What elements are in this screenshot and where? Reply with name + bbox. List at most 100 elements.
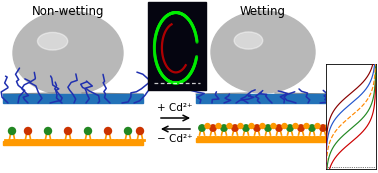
Circle shape <box>243 125 249 131</box>
Circle shape <box>293 124 298 129</box>
Circle shape <box>265 125 271 131</box>
Ellipse shape <box>230 25 293 75</box>
Circle shape <box>298 125 304 131</box>
Circle shape <box>271 124 276 129</box>
Ellipse shape <box>53 40 76 57</box>
Circle shape <box>124 128 132 134</box>
Ellipse shape <box>33 26 99 76</box>
Ellipse shape <box>45 34 85 65</box>
Ellipse shape <box>254 43 265 52</box>
Ellipse shape <box>18 15 117 90</box>
Circle shape <box>45 128 51 134</box>
Circle shape <box>25 128 31 134</box>
Ellipse shape <box>48 37 81 62</box>
Ellipse shape <box>43 33 87 67</box>
Text: + Cd²⁺: + Cd²⁺ <box>157 103 193 113</box>
Circle shape <box>65 128 71 134</box>
Circle shape <box>221 125 227 131</box>
Ellipse shape <box>217 16 308 87</box>
Ellipse shape <box>28 22 105 81</box>
Ellipse shape <box>251 41 268 55</box>
Ellipse shape <box>13 11 123 95</box>
Circle shape <box>331 125 337 131</box>
Ellipse shape <box>211 11 315 93</box>
Ellipse shape <box>221 18 304 84</box>
Ellipse shape <box>245 36 276 61</box>
Ellipse shape <box>30 23 103 79</box>
Ellipse shape <box>37 28 95 73</box>
Ellipse shape <box>235 29 287 70</box>
Ellipse shape <box>60 45 68 51</box>
Ellipse shape <box>37 32 68 50</box>
Circle shape <box>199 125 205 131</box>
Ellipse shape <box>241 34 279 64</box>
Ellipse shape <box>15 12 121 93</box>
Ellipse shape <box>22 17 113 87</box>
Ellipse shape <box>50 38 79 61</box>
Ellipse shape <box>212 12 313 92</box>
Ellipse shape <box>16 13 119 92</box>
Ellipse shape <box>246 38 274 59</box>
Circle shape <box>104 128 112 134</box>
Text: Wetting: Wetting <box>240 5 286 18</box>
Ellipse shape <box>222 19 302 82</box>
Ellipse shape <box>214 13 311 90</box>
Bar <box>3 94 143 103</box>
Circle shape <box>216 124 221 129</box>
Circle shape <box>254 125 260 131</box>
Circle shape <box>136 128 144 134</box>
Ellipse shape <box>248 39 272 58</box>
Ellipse shape <box>227 23 296 78</box>
Circle shape <box>287 125 293 131</box>
Bar <box>196 94 336 103</box>
Circle shape <box>282 124 287 129</box>
Ellipse shape <box>47 36 84 64</box>
Circle shape <box>315 124 320 129</box>
Bar <box>196 138 336 142</box>
Ellipse shape <box>25 20 109 84</box>
Circle shape <box>8 128 15 134</box>
Ellipse shape <box>225 22 298 79</box>
Circle shape <box>238 124 243 129</box>
Ellipse shape <box>232 27 291 73</box>
Ellipse shape <box>243 35 277 62</box>
Circle shape <box>210 125 216 131</box>
Ellipse shape <box>38 29 93 71</box>
Ellipse shape <box>55 42 73 56</box>
Ellipse shape <box>229 24 294 76</box>
Ellipse shape <box>26 21 107 83</box>
Ellipse shape <box>234 32 263 49</box>
Ellipse shape <box>238 31 283 67</box>
Ellipse shape <box>257 46 261 49</box>
Circle shape <box>276 125 282 131</box>
Text: − Cd²⁺: − Cd²⁺ <box>157 134 193 144</box>
Ellipse shape <box>59 44 70 53</box>
Circle shape <box>304 124 309 129</box>
Circle shape <box>320 125 326 131</box>
Circle shape <box>260 124 265 129</box>
Bar <box>148 2 206 90</box>
Ellipse shape <box>240 33 281 65</box>
Circle shape <box>249 124 254 129</box>
Ellipse shape <box>256 45 263 50</box>
Ellipse shape <box>237 30 285 69</box>
Ellipse shape <box>233 28 289 72</box>
Ellipse shape <box>20 16 115 89</box>
Circle shape <box>85 128 91 134</box>
Ellipse shape <box>216 15 309 88</box>
Ellipse shape <box>224 21 300 81</box>
Ellipse shape <box>42 32 89 68</box>
Circle shape <box>232 125 238 131</box>
Bar <box>3 141 143 145</box>
Ellipse shape <box>219 17 306 85</box>
Ellipse shape <box>249 40 270 56</box>
Circle shape <box>227 124 232 129</box>
Ellipse shape <box>23 18 111 86</box>
Ellipse shape <box>31 25 101 78</box>
Ellipse shape <box>40 31 91 70</box>
Circle shape <box>205 124 210 129</box>
Circle shape <box>309 125 315 131</box>
Ellipse shape <box>57 43 71 54</box>
Ellipse shape <box>62 47 65 49</box>
Ellipse shape <box>253 42 266 53</box>
